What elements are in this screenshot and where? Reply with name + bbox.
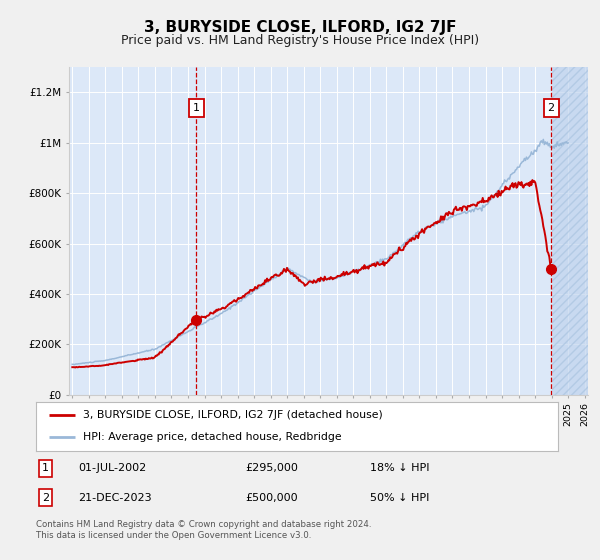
Text: 21-DEC-2023: 21-DEC-2023	[78, 493, 151, 502]
Text: £500,000: £500,000	[245, 493, 298, 502]
Text: 1: 1	[193, 103, 200, 113]
Text: Price paid vs. HM Land Registry's House Price Index (HPI): Price paid vs. HM Land Registry's House …	[121, 34, 479, 46]
Text: £295,000: £295,000	[245, 464, 298, 473]
Text: 1: 1	[42, 464, 49, 473]
Text: 3, BURYSIDE CLOSE, ILFORD, IG2 7JF: 3, BURYSIDE CLOSE, ILFORD, IG2 7JF	[144, 20, 456, 35]
Text: 18% ↓ HPI: 18% ↓ HPI	[370, 464, 430, 473]
Text: HPI: Average price, detached house, Redbridge: HPI: Average price, detached house, Redb…	[83, 432, 341, 442]
Text: 2: 2	[42, 493, 49, 502]
Text: 50% ↓ HPI: 50% ↓ HPI	[370, 493, 430, 502]
Bar	[551, 67, 588, 395]
Text: Contains HM Land Registry data © Crown copyright and database right 2024.
This d: Contains HM Land Registry data © Crown c…	[36, 520, 371, 540]
Text: 01-JUL-2002: 01-JUL-2002	[78, 464, 146, 473]
Text: 2: 2	[548, 103, 554, 113]
Text: 3, BURYSIDE CLOSE, ILFORD, IG2 7JF (detached house): 3, BURYSIDE CLOSE, ILFORD, IG2 7JF (deta…	[83, 410, 383, 420]
